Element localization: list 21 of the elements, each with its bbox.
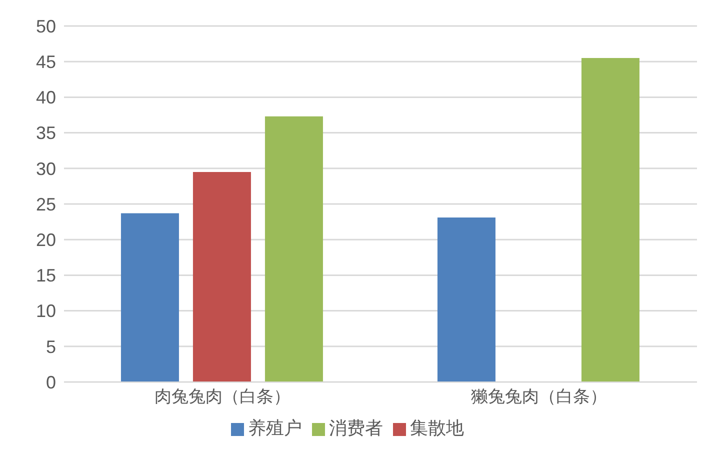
y-tick-label: 20 xyxy=(36,230,56,250)
x-tick-label: 肉兔兔肉（白条） xyxy=(154,387,290,406)
y-tick-label: 30 xyxy=(36,158,56,179)
legend-label: 养殖户 xyxy=(248,418,302,438)
y-tick-label: 35 xyxy=(36,123,56,144)
bar xyxy=(437,218,496,382)
y-tick-label: 40 xyxy=(36,88,56,108)
y-tick-label: 45 xyxy=(36,52,56,72)
bar xyxy=(581,58,640,382)
legend-label: 集散地 xyxy=(410,418,464,438)
bar xyxy=(192,172,251,382)
y-tick-label: 15 xyxy=(36,266,56,286)
x-tick-label: 獭兔兔肉（白条） xyxy=(470,387,607,406)
legend-label: 消费者 xyxy=(329,418,383,438)
bar xyxy=(120,213,179,382)
y-tick-label: 5 xyxy=(46,336,56,357)
y-tick-label: 50 xyxy=(36,16,56,36)
y-tick-label: 0 xyxy=(46,372,56,392)
y-tick-label: 10 xyxy=(36,301,56,322)
y-tick-label: 25 xyxy=(36,194,56,214)
bar xyxy=(264,116,323,382)
